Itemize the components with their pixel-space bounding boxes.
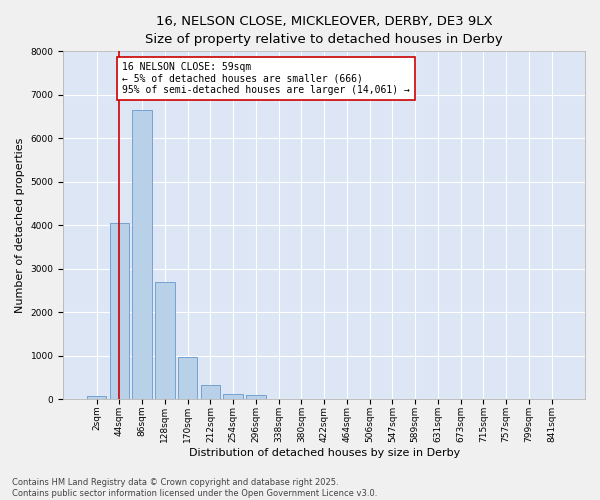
Bar	[155, 282, 175, 400]
Bar	[246, 395, 266, 400]
Y-axis label: Number of detached properties: Number of detached properties	[15, 138, 25, 313]
Bar	[223, 394, 243, 400]
Bar	[87, 396, 106, 400]
Bar	[178, 356, 197, 400]
Text: Contains HM Land Registry data © Crown copyright and database right 2025.
Contai: Contains HM Land Registry data © Crown c…	[12, 478, 377, 498]
Bar	[133, 110, 152, 400]
Bar	[110, 223, 129, 400]
Text: 16 NELSON CLOSE: 59sqm
← 5% of detached houses are smaller (666)
95% of semi-det: 16 NELSON CLOSE: 59sqm ← 5% of detached …	[122, 62, 410, 96]
Title: 16, NELSON CLOSE, MICKLEOVER, DERBY, DE3 9LX
Size of property relative to detach: 16, NELSON CLOSE, MICKLEOVER, DERBY, DE3…	[145, 15, 503, 46]
X-axis label: Distribution of detached houses by size in Derby: Distribution of detached houses by size …	[188, 448, 460, 458]
Bar	[201, 386, 220, 400]
